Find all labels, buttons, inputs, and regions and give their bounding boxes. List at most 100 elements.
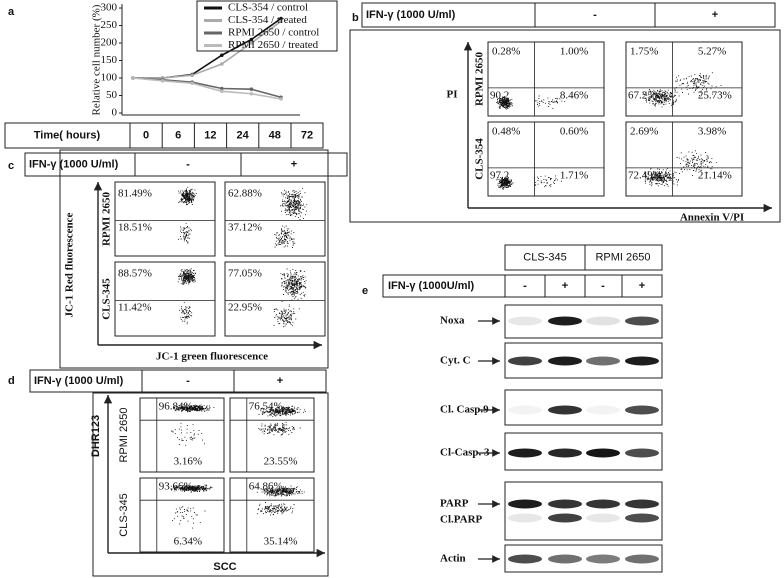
- point: [279, 19, 283, 24]
- point: [131, 76, 135, 80]
- quadrant-value: 67.25%: [628, 90, 662, 102]
- cell-line-header: [584, 244, 663, 271]
- band: [625, 448, 659, 458]
- band: [586, 356, 620, 366]
- quadrant-value: 2.69%: [630, 126, 658, 138]
- quadrant-value: 3.98%: [698, 126, 726, 138]
- panel-label: c: [8, 160, 14, 172]
- upper-value: 64.86%: [249, 481, 283, 493]
- row-label: RPMI 2650: [101, 191, 113, 246]
- quadrant-value: 1.00%: [560, 46, 588, 58]
- scatter-dots: [256, 485, 305, 516]
- protein-label: PARP: [440, 498, 469, 510]
- treatment-label: IFN-γ (1000 U/ml): [34, 375, 124, 387]
- quadrant-value: 0.28%: [492, 46, 520, 58]
- condition: -: [593, 9, 597, 21]
- header-cell: [240, 152, 348, 177]
- point: [220, 89, 224, 94]
- scatter-dots: [496, 175, 562, 190]
- time-cell: 24: [236, 129, 249, 141]
- condition: -: [186, 375, 190, 387]
- quadrant-value: 0.48%: [492, 126, 520, 138]
- scatter-dots: [274, 187, 308, 248]
- point: [249, 41, 254, 45]
- band: [548, 513, 582, 523]
- cell-line: RPMI 2650: [595, 251, 650, 263]
- upper-value: 88.57%: [118, 268, 152, 280]
- flow-plot: [487, 121, 605, 197]
- scatter-dots: [171, 404, 215, 446]
- quadrant-value: 21.14%: [698, 170, 732, 182]
- blot-panel: [504, 304, 663, 339]
- flow-plot: [139, 397, 225, 473]
- legend-label: CLS-354 / control: [228, 2, 308, 14]
- flow-plot: [114, 181, 216, 257]
- scatter-dots: [177, 268, 196, 325]
- protein-label: Cl.PARP: [440, 514, 483, 526]
- x-axis-title: Annexin V/PI: [680, 212, 744, 224]
- y-axis-title: JC-1 Red fluorescence: [64, 212, 76, 317]
- blot-panel: [504, 432, 663, 471]
- point: [190, 73, 194, 77]
- row-label: CLS-345: [101, 278, 113, 320]
- series-line: [132, 77, 282, 100]
- condition: -: [523, 280, 527, 292]
- x-axis-title: JC-1 green fluorescence: [156, 351, 268, 363]
- quadrant-value: 0.60%: [560, 126, 588, 138]
- lower-value: 35.14%: [264, 536, 298, 548]
- time-cell: 12: [204, 129, 216, 141]
- band: [548, 316, 582, 326]
- condition-cell: [621, 274, 663, 298]
- legend-label: CLS-354 / treated: [228, 14, 307, 26]
- row-label: RPMI 2650: [118, 407, 130, 462]
- point: [279, 16, 283, 21]
- legend-label: RPMI 2650 / treated: [228, 39, 319, 51]
- point: [160, 79, 165, 83]
- flow-plot: [114, 261, 216, 337]
- flow-plot: [625, 121, 743, 197]
- scatter-dots: [496, 95, 566, 110]
- y-tick-label: 100: [101, 72, 118, 84]
- band: [508, 499, 542, 509]
- row-label: CLS-354: [474, 138, 486, 180]
- flow-plot: [224, 261, 326, 337]
- time-cell: 72: [301, 129, 313, 141]
- lower-value: 37.12%: [228, 221, 262, 233]
- point: [220, 53, 224, 58]
- lower-value: 11.42%: [118, 301, 152, 313]
- flow-plot: [487, 41, 605, 117]
- band: [625, 405, 659, 415]
- protein-label: Noxa: [440, 315, 465, 327]
- panel-label: e: [362, 285, 368, 297]
- band: [508, 513, 542, 523]
- band: [548, 554, 582, 564]
- lower-value: 23.55%: [264, 456, 298, 468]
- point: [249, 87, 254, 91]
- panel-border: [59, 149, 329, 369]
- panel-label: d: [8, 375, 15, 387]
- band: [508, 448, 542, 458]
- row-label: RPMI 2650: [474, 51, 486, 106]
- band: [548, 356, 582, 366]
- legend-box: [196, 0, 338, 52]
- protein-label: Cl-Casp. 3: [440, 447, 490, 459]
- band: [508, 405, 542, 415]
- quadrant-value: 5.27%: [698, 46, 726, 58]
- band: [625, 499, 659, 509]
- panel-border: [349, 29, 781, 223]
- upper-value: 96.84%: [159, 401, 193, 413]
- lower-value: 3.16%: [174, 456, 202, 468]
- y-tick-label: 50: [106, 89, 118, 101]
- y-tick-label: 300: [101, 2, 118, 14]
- legend-label: RPMI 2650 / control: [228, 27, 319, 39]
- upper-value: 81.49%: [118, 188, 152, 200]
- point: [249, 37, 254, 42]
- flow-plot: [224, 181, 326, 257]
- time-header: Time( hours): [34, 129, 101, 141]
- treatment-label: IFN-γ (1000U/ml): [388, 280, 475, 292]
- quadrant-value: 72.49%: [628, 170, 662, 182]
- upper-value: 77.05%: [228, 268, 262, 280]
- upper-value: 62.88%: [228, 188, 262, 200]
- time-cell: 48: [269, 129, 281, 141]
- y-axis-title: Relative cell number (%): [91, 4, 103, 115]
